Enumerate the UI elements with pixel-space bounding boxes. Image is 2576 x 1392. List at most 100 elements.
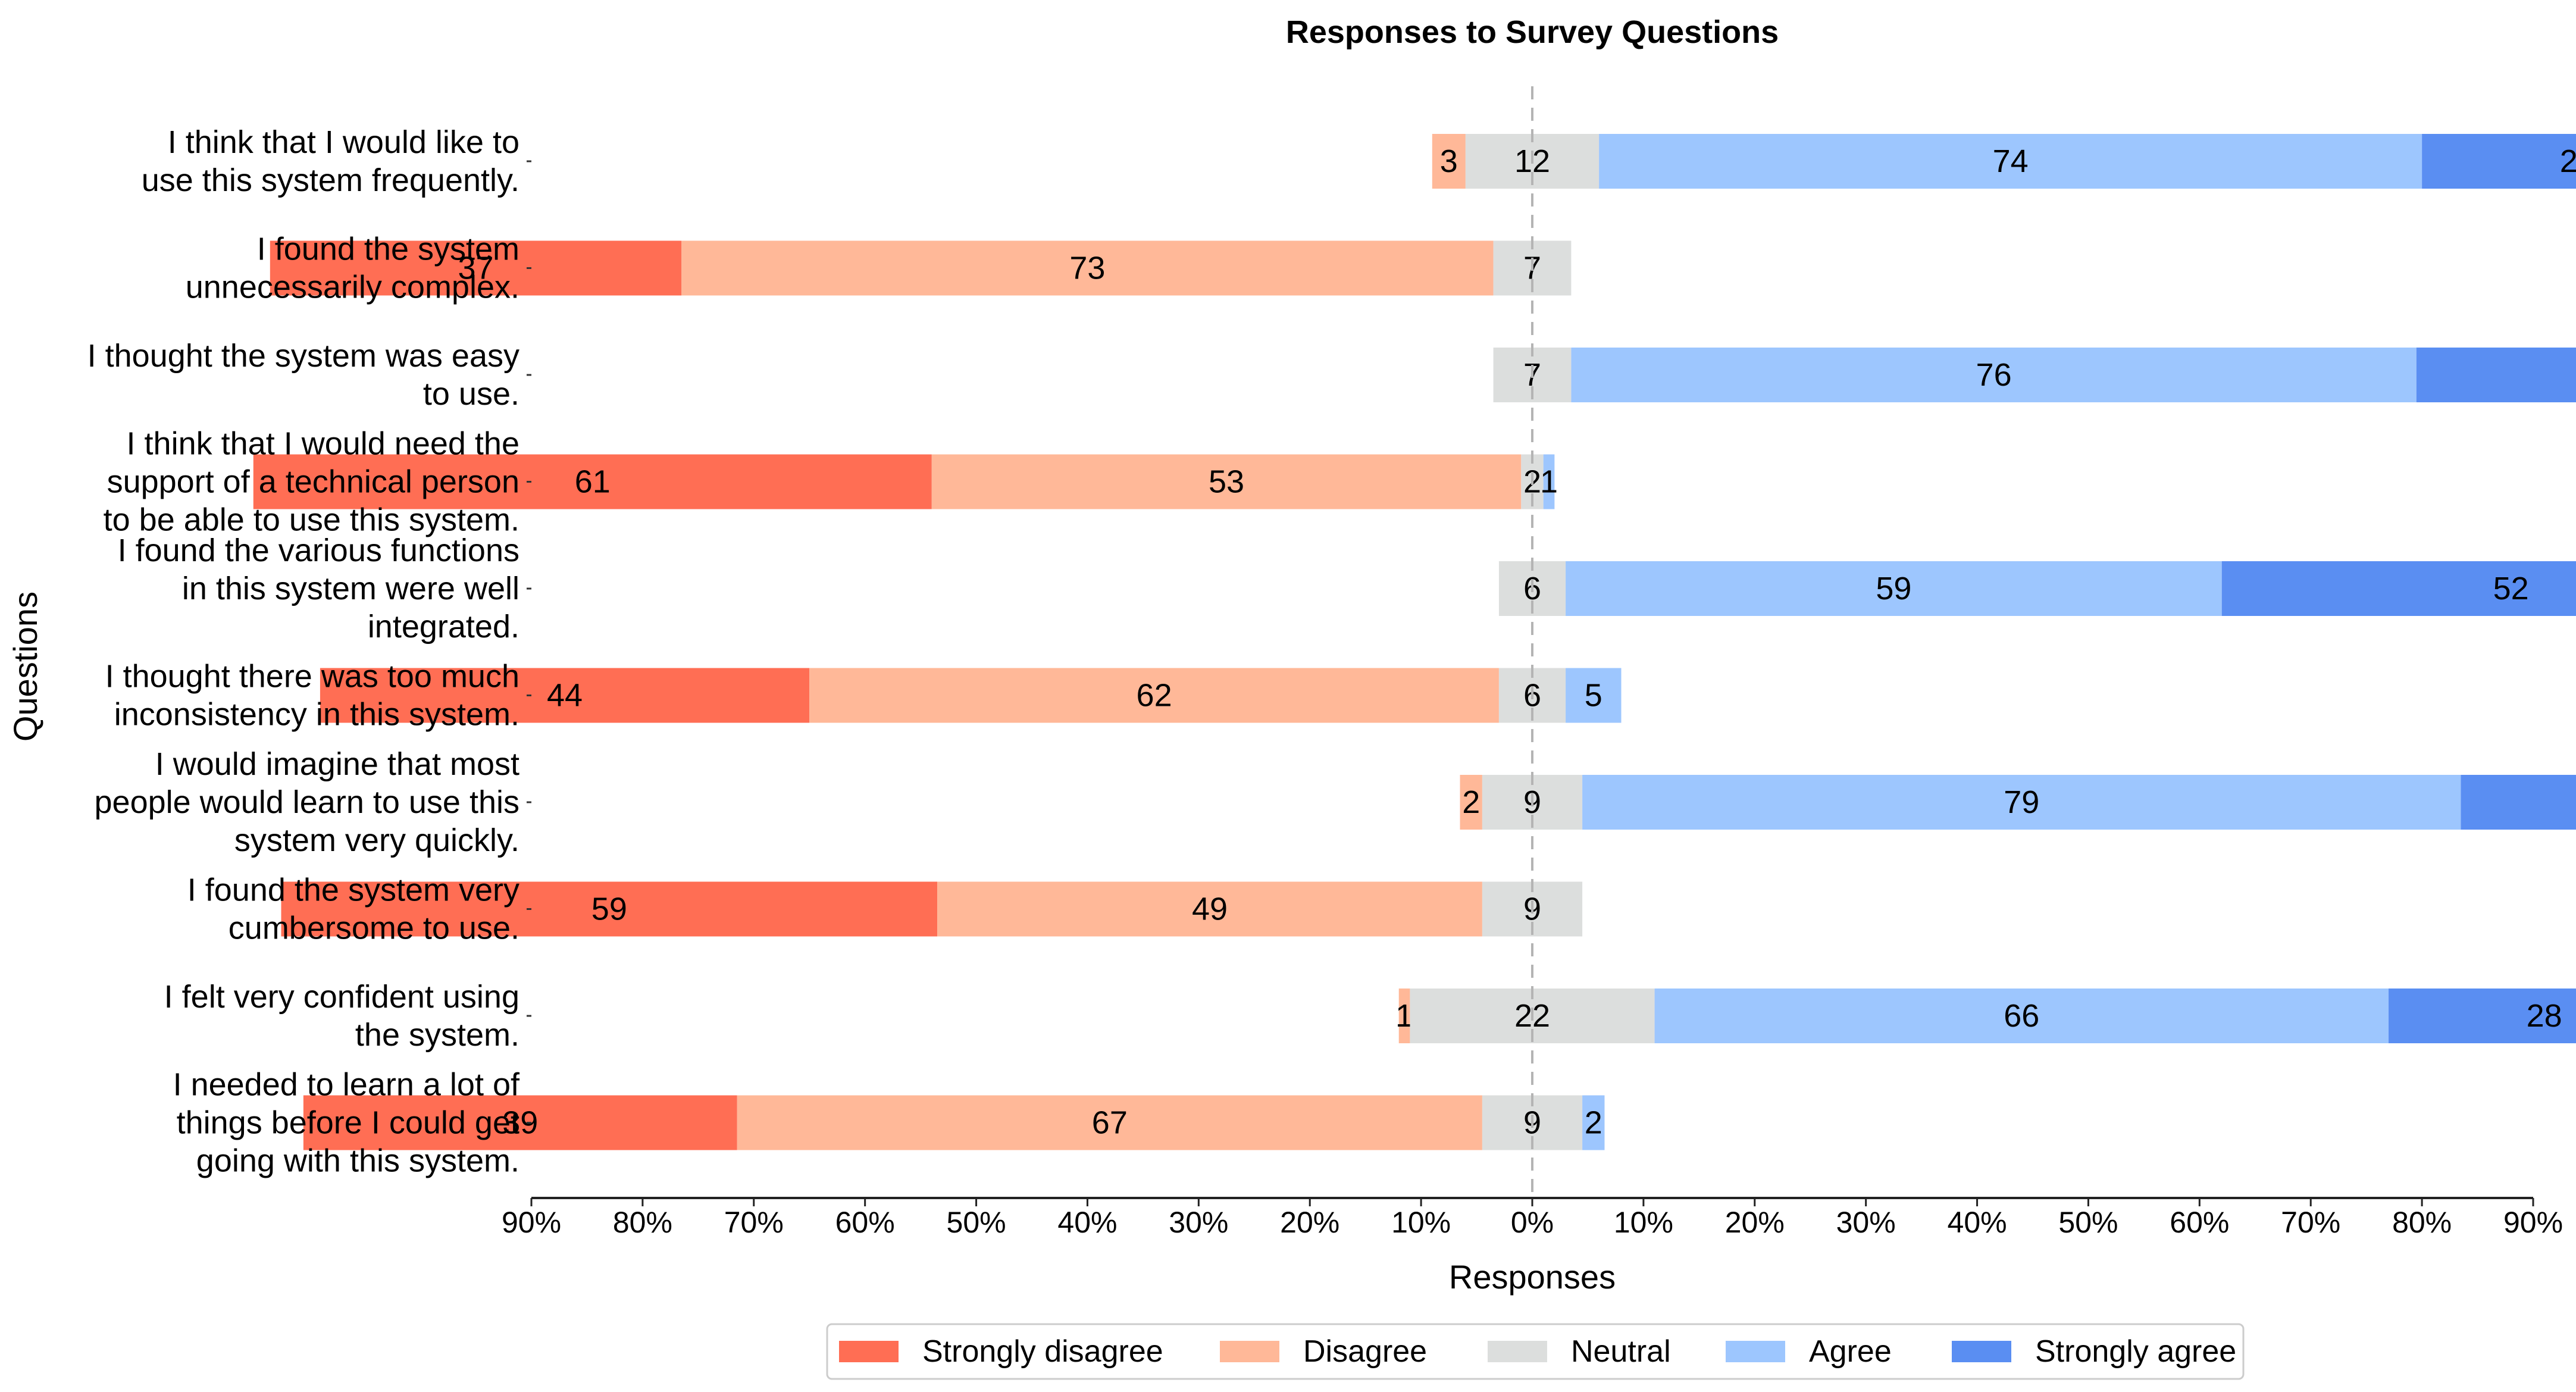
bar-segment: [1571, 348, 2417, 402]
segment-value-label: 59: [591, 891, 627, 927]
question-label: I think that I would like to: [168, 124, 519, 160]
x-tick-label: 70%: [2281, 1206, 2340, 1239]
bar-segment: [253, 454, 932, 509]
legend-label: Disagree: [1303, 1334, 1427, 1369]
bar-segment: [681, 240, 1494, 296]
bar-segment: [1398, 989, 1410, 1043]
question-label: I would imagine that most: [155, 746, 519, 782]
segment-value-label: 49: [1192, 891, 1228, 927]
segment-value-label: 62: [1137, 678, 1172, 714]
segment-value-label: 39: [502, 1105, 538, 1141]
bar-segment: [2422, 134, 2576, 189]
bar-segment: [2461, 775, 2576, 830]
x-tick-label: 10%: [1614, 1206, 1673, 1239]
bar-segment: [1432, 134, 1466, 189]
x-tick-label: 90%: [2503, 1206, 2563, 1239]
segment-value-label: 67: [1092, 1105, 1128, 1141]
bar-segment: [1582, 775, 2461, 830]
segment-value-label: 1: [1540, 464, 1558, 500]
y-axis-label: Questions: [7, 592, 44, 742]
question-label: support of a technical person: [107, 464, 519, 500]
bar-segment: [1582, 1095, 1605, 1150]
question-label: I think that I would need the: [127, 426, 519, 462]
bar-segment: [1599, 134, 2422, 189]
question-label: system very quickly.: [234, 822, 519, 858]
legend-label: Strongly disagree: [922, 1334, 1163, 1369]
segment-value-label: 28: [2560, 143, 2576, 179]
x-tick-label: 40%: [1057, 1206, 1117, 1239]
x-tick-label: 40%: [1948, 1206, 2007, 1239]
chart-title: Responses to Survey Questions: [1286, 14, 1779, 50]
segment-value-label: 28: [2527, 998, 2562, 1034]
x-tick-label: 80%: [2392, 1206, 2452, 1239]
segment-value-label: 53: [1209, 464, 1244, 500]
segment-value-label: 52: [2493, 571, 2529, 606]
segment-value-label: 2: [1585, 1105, 1602, 1141]
question-label: I found the system very: [187, 872, 519, 908]
bar-segment: [937, 881, 1482, 937]
x-tick-label: 80%: [613, 1206, 672, 1239]
question-label: I felt very confident using: [164, 979, 519, 1015]
bars-layer: 3127428377377763461532165952446265297927…: [253, 134, 2576, 1150]
x-tick-label: 20%: [1725, 1206, 1785, 1239]
bar-segment: [1460, 775, 1482, 830]
question-label: going with this system.: [196, 1143, 519, 1179]
question-label: I thought there was too much: [105, 659, 519, 695]
segment-value-label: 59: [1876, 571, 1911, 606]
question-label: unnecessarily complex.: [186, 270, 519, 305]
bar-segment: [2221, 561, 2576, 616]
segment-value-label: 61: [575, 464, 611, 500]
bar-segment: [303, 1095, 737, 1150]
segment-value-label: 2: [1462, 784, 1480, 820]
bar-segment: [809, 668, 1499, 723]
question-label: I needed to learn a lot of: [173, 1067, 520, 1103]
x-tick-label: 10%: [1391, 1206, 1451, 1239]
x-tick-label: 70%: [724, 1206, 784, 1239]
bar-segment: [1543, 454, 1555, 509]
bar-segment: [281, 881, 938, 937]
legend-swatch: [1952, 1341, 2011, 1362]
question-label: in this system were well: [182, 571, 519, 606]
segment-value-label: 3: [1440, 143, 1458, 179]
question-label: I found the system: [257, 232, 519, 267]
segment-value-label: 5: [1585, 678, 1602, 714]
question-label: the system.: [355, 1017, 519, 1053]
x-axis: 90% 80% 70% 60% 50% 40% 30% 20% 10% 0% 10% 20% 30% 40…: [502, 86, 2563, 1239]
question-label: I found the various functions: [118, 533, 519, 568]
question-label: cumbersome to use.: [229, 911, 519, 946]
x-tick-label: 60%: [835, 1206, 895, 1239]
bar-segment: [737, 1095, 1482, 1150]
x-tick-label: 0%: [1511, 1206, 1554, 1239]
segment-value-label: 74: [1993, 143, 2029, 179]
x-tick-label: 30%: [1169, 1206, 1228, 1239]
question-label: integrated.: [368, 609, 519, 645]
bar-segment: [1654, 989, 2389, 1043]
x-tick-label: 50%: [2058, 1206, 2118, 1239]
segment-value-label: 37: [458, 251, 494, 286]
x-tick-label: 60%: [2170, 1206, 2229, 1239]
segment-value-label: 79: [2004, 784, 2039, 820]
legend-swatch: [839, 1341, 899, 1362]
question-label: use this system frequently.: [142, 162, 519, 198]
segment-value-label: 44: [547, 678, 583, 714]
x-axis-label: Responses: [1449, 1258, 1616, 1296]
bar-segment: [1566, 561, 2222, 616]
legend-swatch: [1726, 1341, 1785, 1362]
segment-value-label: 66: [2004, 998, 2039, 1034]
legend-swatch: [1220, 1341, 1279, 1362]
legend-label: Neutral: [1571, 1334, 1671, 1369]
question-label: people would learn to use this: [95, 784, 519, 820]
x-tick-label: 90%: [502, 1206, 561, 1239]
question-label: to be able to use this system.: [104, 502, 519, 538]
legend: Strongly disagree Disagree Neutral Agree Str…: [826, 1323, 2245, 1380]
segment-value-label: 73: [1069, 251, 1105, 286]
x-tick-label: 30%: [1836, 1206, 1896, 1239]
question-label: inconsistency in this system.: [114, 697, 519, 733]
bar-segment: [2416, 348, 2576, 402]
question-label: things before I could get: [177, 1105, 519, 1141]
legend-swatch: [1488, 1341, 1547, 1362]
segment-value-label: 76: [1976, 357, 2012, 393]
question-label: I thought the system was easy: [87, 338, 519, 374]
